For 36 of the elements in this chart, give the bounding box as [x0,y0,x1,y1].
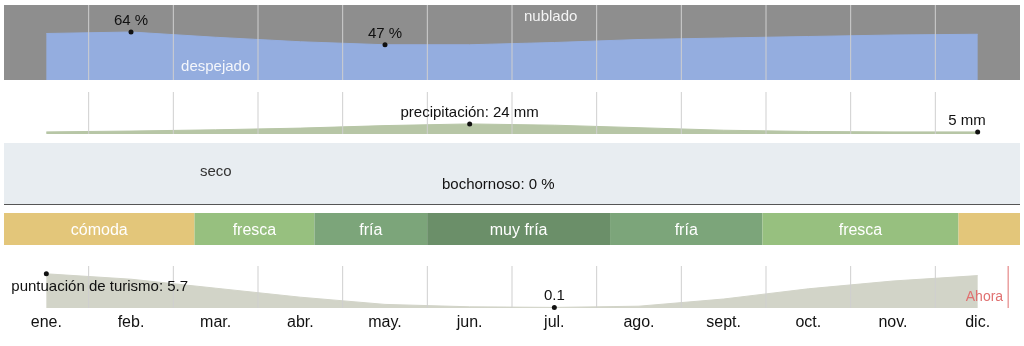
data-label: 0.1 [543,286,565,304]
series-label: muy fría [489,221,548,238]
bar [194,213,315,245]
x-tick-label: mar. [200,313,232,331]
series-label: fresca [838,221,883,238]
annotation: nublado [524,7,578,24]
x-tick-label: jun. [455,313,483,331]
bar [610,213,763,245]
x-tick-label: ene. [30,313,62,331]
data-label: puntuación de turismo: 5.7 [11,276,189,294]
x-tick-label: may. [368,313,402,331]
series-label: fresca [232,221,277,238]
x-tick-label: feb. [117,313,145,331]
bar [427,213,611,245]
bar [4,213,195,245]
series-label: fría [674,221,698,238]
x-tick-label: nov. [878,313,908,331]
bar [762,213,959,245]
series-label: despejado [181,56,251,74]
data-label: 5 mm [948,110,986,128]
bar [958,213,1020,245]
x-tick-label: dic. [965,313,991,331]
ref-line-label: Ahora [965,288,1004,304]
x-tick-label: oct. [795,313,822,331]
x-tick-label: sept. [706,313,742,331]
text: bochornoso: 0 % [442,175,555,192]
data-label: 64 % [113,11,149,28]
x-tick-label: ago. [623,313,655,331]
bar [314,213,428,245]
x-tick-label: jul. [543,313,565,331]
series-label: fría [359,221,383,238]
series-label: cómoda [70,221,128,238]
data-label: precipitación: 24 mm [400,102,539,120]
text: seco [200,162,232,179]
x-tick-label: abr. [286,313,314,331]
data-label: 47 % [367,23,403,41]
